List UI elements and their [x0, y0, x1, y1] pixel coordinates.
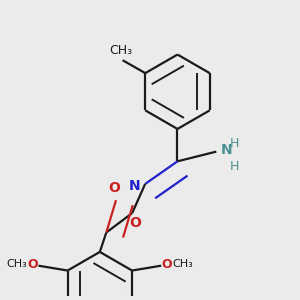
Text: N: N — [221, 143, 233, 157]
Text: CH₃: CH₃ — [172, 259, 193, 269]
Text: CH₃: CH₃ — [110, 44, 133, 57]
Text: O: O — [109, 181, 120, 195]
Text: O: O — [28, 258, 38, 271]
Text: O: O — [161, 258, 172, 271]
Text: N: N — [129, 178, 140, 193]
Text: H: H — [229, 137, 239, 150]
Text: H: H — [229, 160, 239, 173]
Text: O: O — [130, 216, 141, 230]
Text: CH₃: CH₃ — [6, 259, 27, 269]
